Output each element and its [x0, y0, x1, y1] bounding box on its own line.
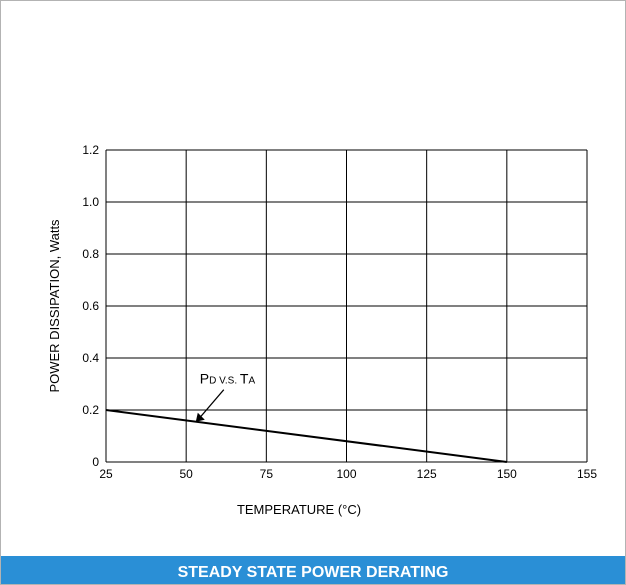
y-tick-label: 0	[92, 455, 99, 469]
y-tick-label: 0.8	[82, 247, 99, 261]
y-tick-label: 0.2	[82, 403, 99, 417]
grid	[105, 149, 588, 463]
y-tick-label: 0.6	[82, 299, 99, 313]
annotation-label: PD V.S. TA	[200, 371, 256, 387]
x-tick-label: 125	[417, 467, 437, 481]
x-tick-label: 150	[497, 467, 517, 481]
chart-caption: STEADY STATE POWER DERATING	[1, 556, 625, 584]
x-tick-label: 75	[260, 467, 274, 481]
x-tick-label: 155	[577, 467, 597, 481]
x-tick-label: 100	[336, 467, 356, 481]
series-layer	[105, 409, 507, 463]
x-axis-label: TEMPERATURE (°C)	[237, 502, 361, 517]
power-derating-chart: 25 50 75 100 125 150 155 0 0.2 0.4 0.6 0.8 1.0 1.2 TE…	[47, 143, 597, 517]
series-line	[105, 409, 507, 463]
y-tick-label: 0.4	[82, 351, 99, 365]
y-tick-label: 1.2	[82, 143, 99, 157]
annotation-arrow-shaft	[199, 389, 225, 419]
tick-labels: 25 50 75 100 125 150 155 0 0.2 0.4 0.6 0.8 1.0 1.2	[82, 143, 597, 481]
annotation-arrow-head	[195, 412, 205, 422]
x-tick-label: 25	[99, 467, 113, 481]
x-tick-label: 50	[179, 467, 193, 481]
annotation: PD V.S. TA	[195, 371, 256, 422]
y-axis-label: POWER DISSIPATION, Watts	[47, 219, 62, 393]
y-tick-label: 1.0	[82, 195, 99, 209]
